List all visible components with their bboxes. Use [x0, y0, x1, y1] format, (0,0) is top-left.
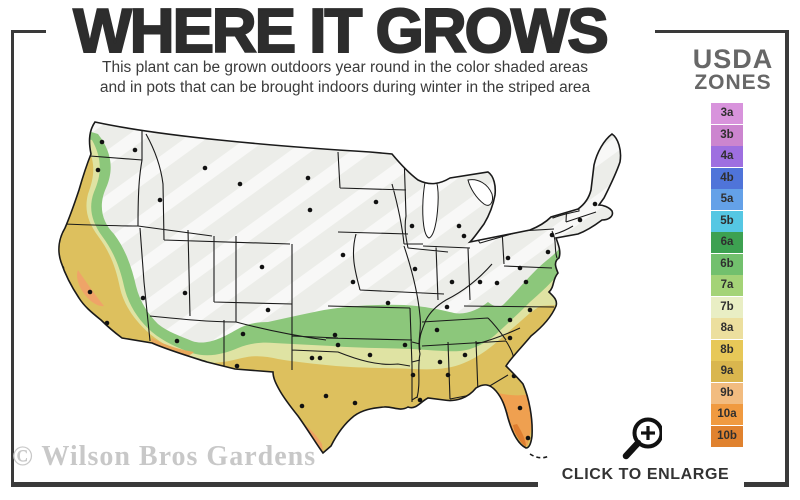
zone-swatch-6a: 6a — [711, 232, 743, 253]
subtitle-line1: This plant can be grown outdoors year ro… — [102, 59, 588, 76]
zone-swatch-9a: 9a — [711, 361, 743, 382]
zone-swatch-10b: 10b — [711, 425, 743, 447]
zone-swatch-5b: 5b — [711, 210, 743, 232]
florida-keys — [529, 453, 550, 459]
frame-bottom-right — [744, 482, 789, 487]
frame-left — [11, 30, 14, 487]
zone-swatch-4a: 4a — [711, 146, 743, 167]
zone-region-florida-tip-deep-orange — [513, 424, 526, 447]
zone-swatch-5a: 5a — [711, 189, 743, 210]
zone-legend: 3a 3b 4a 4b 5a 5b 6a 6b 7a 7b 8a 8b 9a 9b 10a 10b — [711, 103, 743, 447]
zone-swatch-6b: 6b — [711, 253, 743, 275]
zone-swatch-8a: 8a — [711, 318, 743, 339]
state-borders — [63, 130, 597, 402]
click-to-enlarge-label[interactable]: CLICK TO ENLARGE — [561, 466, 730, 483]
zone-swatch-9b: 9b — [711, 382, 743, 404]
magnifier-plus-icon[interactable] — [600, 403, 662, 465]
zone-swatch-10a: 10a — [711, 404, 743, 425]
lake-huron — [467, 179, 493, 206]
zone-swatch-7b: 7b — [711, 296, 743, 318]
subtitle: This plant can be grown outdoors year ro… — [40, 58, 650, 98]
page-title: WHERE IT GROWS — [72, 0, 609, 67]
frame-right — [785, 30, 789, 487]
legend-title-zones: ZONES — [694, 71, 772, 94]
frame-top-right — [655, 30, 789, 33]
frame-top-left — [11, 30, 46, 33]
zone-swatch-3b: 3b — [711, 124, 743, 146]
subtitle-line2: and in pots that can be brought indoors … — [99, 79, 591, 96]
us-outline — [58, 121, 622, 455]
zone-swatch-4b: 4b — [711, 167, 743, 189]
us-zones-map[interactable] — [40, 110, 670, 482]
zone-swatch-7a: 7a — [711, 275, 743, 296]
legend-title-usda: USDA — [692, 44, 774, 74]
watermark: © Wilson Bros Gardens — [12, 441, 317, 472]
lake-michigan — [422, 171, 439, 239]
legend-title: USDA ZONES — [683, 46, 783, 94]
frame-bottom-left — [11, 482, 538, 487]
zone-swatch-8b: 8b — [711, 339, 743, 361]
zone-swatch-3a: 3a — [711, 103, 743, 124]
zone-region-central-california-orange — [77, 270, 104, 307]
